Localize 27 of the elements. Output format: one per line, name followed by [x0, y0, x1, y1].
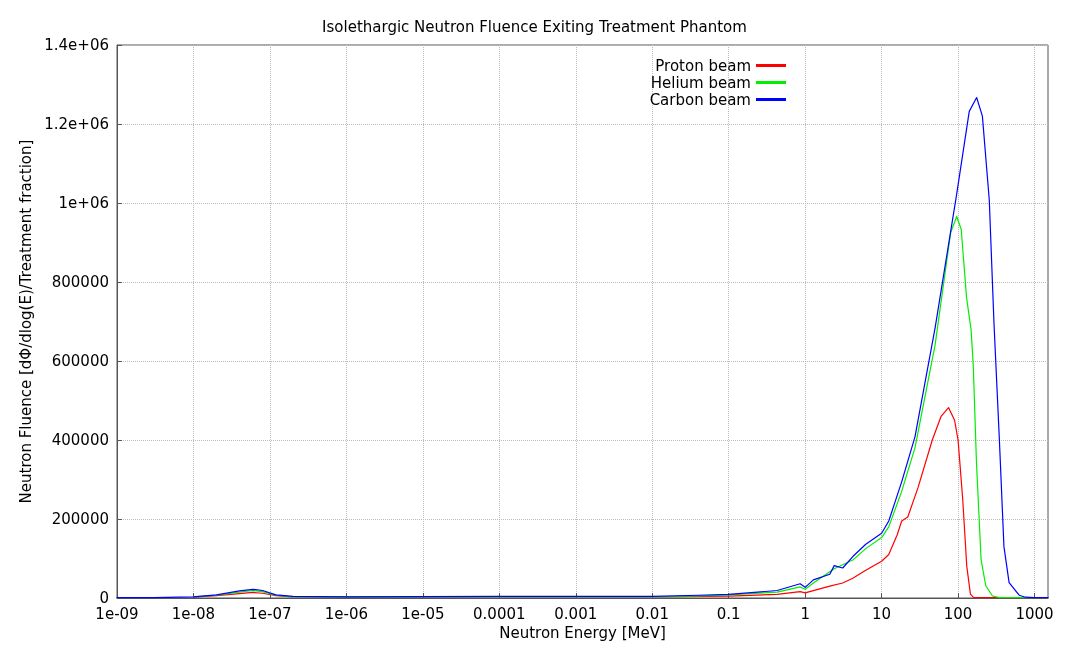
y-tick-label: 1.2e+06 — [44, 115, 109, 133]
x-tick-label: 100 — [943, 604, 973, 623]
legend-label: Helium beam — [650, 73, 751, 92]
x-tick-label: 10 — [872, 604, 892, 623]
legend-label: Carbon beam — [649, 90, 751, 109]
x-tick-label: 0.001 — [554, 604, 598, 623]
y-tick-label: 400000 — [51, 431, 109, 449]
x-tick-label: 1e-05 — [401, 604, 445, 623]
y-tick-label: 0 — [99, 589, 109, 607]
x-tick-label: 1e-06 — [324, 604, 369, 623]
x-tick-label: 1e-09 — [95, 604, 139, 623]
x-tick-label: 1 — [800, 604, 810, 623]
y-tick-label: 200000 — [51, 510, 109, 528]
chart-title: Isolethargic Neutron Fluence Exiting Treatment Phantom — [322, 17, 747, 36]
x-tick-label: 0.0001 — [473, 604, 526, 623]
x-tick-label: 0.1 — [716, 604, 741, 623]
x-axis-title: Neutron Energy [MeV] — [499, 624, 666, 643]
x-tick-label: 1e-08 — [171, 604, 216, 623]
x-tick-label: 0.01 — [635, 604, 669, 623]
y-axis-title: Neutron Fluence [dΦ/dlog(E)/Treatment fraction] — [16, 139, 35, 504]
y-tick-label: 1e+06 — [58, 194, 109, 212]
y-tick-label: 1.4e+06 — [44, 36, 109, 54]
y-tick-label: 600000 — [51, 352, 109, 370]
legend-label: Proton beam — [655, 56, 751, 75]
y-tick-label: 800000 — [51, 273, 109, 291]
x-tick-label: 1000 — [1015, 604, 1054, 623]
x-tick-label: 1e-07 — [248, 604, 292, 623]
